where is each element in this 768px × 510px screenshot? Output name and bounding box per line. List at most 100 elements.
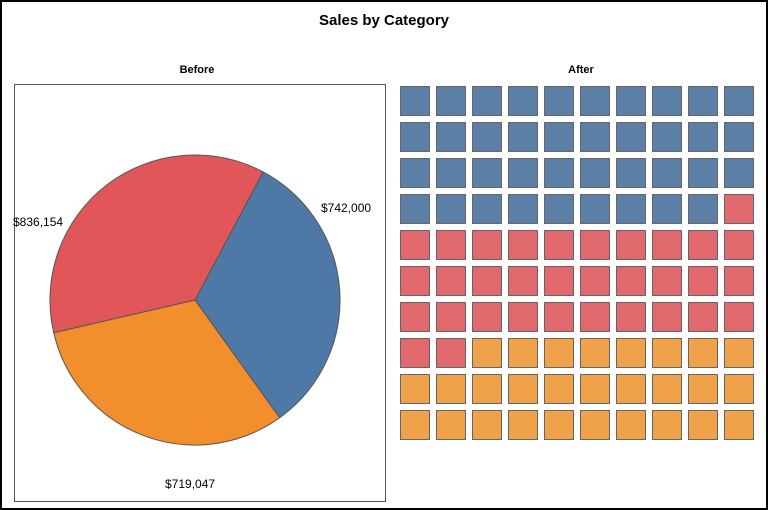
waffle-cell — [652, 122, 682, 152]
waffle-cell — [436, 158, 466, 188]
waffle-cell — [580, 158, 610, 188]
waffle-cell — [616, 338, 646, 368]
waffle-cell — [580, 86, 610, 116]
waffle-cell — [616, 86, 646, 116]
waffle-cell — [616, 230, 646, 260]
waffle-cell — [544, 302, 574, 332]
waffle-cell — [580, 266, 610, 296]
waffle-cell — [580, 194, 610, 224]
waffle-cell — [652, 338, 682, 368]
waffle-cell — [616, 374, 646, 404]
waffle-cell — [724, 302, 754, 332]
waffle-cell — [616, 194, 646, 224]
waffle-cell — [688, 374, 718, 404]
waffle-cell — [724, 338, 754, 368]
waffle-cell — [436, 374, 466, 404]
waffle-cell — [688, 158, 718, 188]
pie-slice-label: $719,047 — [165, 477, 215, 491]
waffle-cell — [400, 338, 430, 368]
waffle-cell — [652, 266, 682, 296]
waffle-cell — [400, 374, 430, 404]
waffle-cell — [436, 410, 466, 440]
waffle-cell — [652, 374, 682, 404]
waffle-cell — [688, 86, 718, 116]
waffle-cell — [508, 410, 538, 440]
waffle-cell — [688, 266, 718, 296]
waffle-cell — [724, 158, 754, 188]
waffle-cell — [544, 374, 574, 404]
waffle-cell — [400, 194, 430, 224]
waffle-chart — [400, 86, 760, 506]
waffle-cell — [544, 338, 574, 368]
waffle-cell — [472, 86, 502, 116]
waffle-cell — [436, 338, 466, 368]
waffle-cell — [580, 374, 610, 404]
waffle-cell — [652, 158, 682, 188]
waffle-cell — [472, 122, 502, 152]
waffle-cell — [508, 230, 538, 260]
waffle-cell — [436, 122, 466, 152]
waffle-cell — [544, 266, 574, 296]
waffle-cell — [400, 230, 430, 260]
waffle-cell — [472, 266, 502, 296]
waffle-cell — [508, 158, 538, 188]
waffle-cell — [724, 230, 754, 260]
waffle-cell — [616, 410, 646, 440]
chart-page: Sales by Category Before After $742,000$… — [0, 0, 768, 510]
waffle-cell — [544, 122, 574, 152]
waffle-cell — [616, 158, 646, 188]
waffle-cell — [400, 266, 430, 296]
waffle-cell — [472, 158, 502, 188]
waffle-cell — [652, 230, 682, 260]
waffle-cell — [724, 122, 754, 152]
waffle-cell — [472, 194, 502, 224]
waffle-cell — [724, 86, 754, 116]
waffle-cell — [508, 374, 538, 404]
page-title: Sales by Category — [2, 12, 766, 29]
pie-chart — [15, 85, 385, 501]
waffle-cell — [508, 266, 538, 296]
waffle-cell — [688, 194, 718, 224]
waffle-cell — [508, 194, 538, 224]
waffle-cell — [688, 410, 718, 440]
waffle-cell — [544, 158, 574, 188]
waffle-cell — [400, 302, 430, 332]
waffle-cell — [652, 410, 682, 440]
waffle-cell — [544, 410, 574, 440]
waffle-cell — [544, 230, 574, 260]
waffle-cell — [472, 338, 502, 368]
waffle-cell — [472, 230, 502, 260]
waffle-cell — [688, 302, 718, 332]
waffle-cell — [400, 86, 430, 116]
pie-slice-label: $836,154 — [13, 215, 63, 229]
waffle-cell — [688, 230, 718, 260]
waffle-cell — [724, 410, 754, 440]
waffle-cell — [436, 194, 466, 224]
waffle-cell — [580, 410, 610, 440]
waffle-cell — [616, 302, 646, 332]
waffle-cell — [616, 266, 646, 296]
waffle-cell — [472, 374, 502, 404]
waffle-cell — [436, 302, 466, 332]
right-heading: After — [392, 64, 768, 76]
waffle-cell — [724, 194, 754, 224]
waffle-cell — [580, 338, 610, 368]
waffle-cell — [652, 302, 682, 332]
waffle-cell — [400, 158, 430, 188]
waffle-cell — [436, 86, 466, 116]
waffle-cell — [724, 374, 754, 404]
waffle-cell — [652, 194, 682, 224]
waffle-cell — [508, 86, 538, 116]
waffle-cell — [508, 302, 538, 332]
left-heading: Before — [2, 64, 392, 76]
waffle-cell — [616, 122, 646, 152]
waffle-cell — [544, 86, 574, 116]
waffle-cell — [508, 122, 538, 152]
waffle-cell — [580, 122, 610, 152]
waffle-cell — [472, 302, 502, 332]
pie-slice-label: $742,000 — [321, 201, 371, 215]
waffle-cell — [580, 302, 610, 332]
pie-panel: $742,000 $719,047 $836,154 — [14, 84, 386, 502]
waffle-cell — [688, 122, 718, 152]
waffle-cell — [508, 338, 538, 368]
